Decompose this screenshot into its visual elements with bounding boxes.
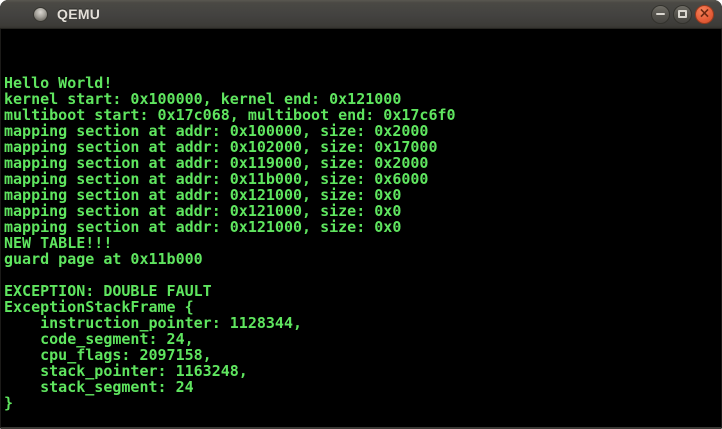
close-icon: × bbox=[698, 5, 711, 22]
window-icon bbox=[33, 6, 48, 22]
minimize-icon bbox=[656, 13, 665, 15]
maximize-button[interactable] bbox=[673, 4, 692, 24]
window-title: QEMU bbox=[57, 6, 101, 22]
titlebar[interactable]: QEMU × bbox=[0, 0, 722, 29]
close-button[interactable]: × bbox=[695, 4, 714, 24]
window-controls: × bbox=[651, 4, 714, 24]
console-output: Hello World! kernel start: 0x100000, ker… bbox=[4, 74, 456, 412]
minimize-button[interactable] bbox=[651, 4, 670, 24]
maximize-icon bbox=[678, 10, 687, 18]
vga-display[interactable]: Hello World! kernel start: 0x100000, ker… bbox=[0, 29, 722, 429]
